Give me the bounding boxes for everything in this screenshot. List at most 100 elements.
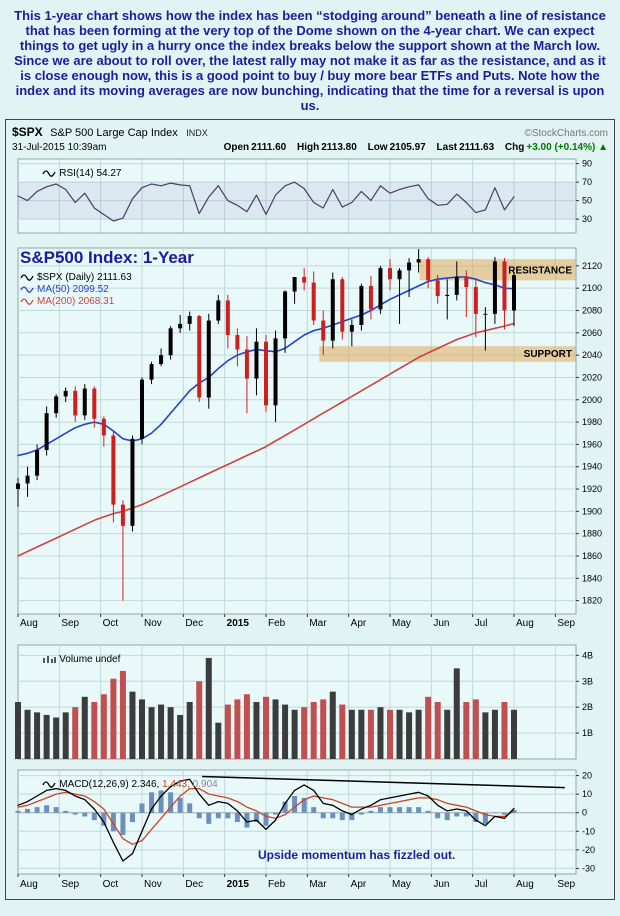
quote-last-value: 2111.63	[459, 142, 495, 153]
svg-text:1920: 1920	[582, 484, 602, 494]
svg-text:-10: -10	[582, 826, 595, 836]
rsi-legend-label: RSI(14) 54.27	[59, 168, 122, 179]
svg-text:Nov: Nov	[144, 618, 162, 629]
svg-text:Sep: Sep	[61, 879, 79, 890]
svg-text:May: May	[392, 879, 411, 890]
series-line-icon	[42, 170, 56, 178]
series-line-icon	[20, 274, 34, 282]
copyright-label: ©StockCharts.com	[524, 128, 608, 139]
volume-legend: Volume undef	[20, 643, 120, 676]
volume-chart: 4B 3B 2B 1B	[15, 644, 593, 760]
series-line-icon	[20, 298, 34, 306]
svg-text:Jul: Jul	[475, 879, 488, 890]
quote-last: Last 2111.63	[437, 142, 495, 153]
svg-text:-20: -20	[582, 845, 595, 855]
quote-low-label: Low	[367, 142, 388, 153]
svg-text:Feb: Feb	[268, 618, 286, 629]
quote-change: Chg +3.00 (+0.14%) ▲	[505, 142, 608, 153]
svg-text:2080: 2080	[582, 305, 602, 315]
svg-text:RESISTANCE: RESISTANCE	[508, 265, 572, 276]
macd-chart: 20 10 0 -10 -20 -30 Aug Sep Oct Nov Dec 2015 Feb Mar A…	[15, 769, 595, 890]
quote-high-label: High	[296, 142, 320, 153]
svg-text:2020: 2020	[582, 372, 602, 382]
svg-text:1840: 1840	[582, 573, 602, 583]
quote-change-value: +3.00 (+0.14%)	[526, 142, 596, 153]
svg-text:Mar: Mar	[309, 879, 327, 890]
header-row-1: $SPX S&P 500 Large Cap Index INDX ©Stock…	[12, 123, 608, 141]
rsi-legend: RSI(14) 54.27	[20, 157, 122, 190]
svg-text:1860: 1860	[582, 551, 602, 561]
svg-text:2000: 2000	[582, 395, 602, 405]
svg-text:30: 30	[582, 214, 592, 224]
svg-text:1900: 1900	[582, 506, 602, 516]
svg-text:2B: 2B	[582, 702, 593, 712]
svg-text:1960: 1960	[582, 439, 602, 449]
legend-ma200-label: MA(200) 2068.31	[37, 296, 115, 307]
svg-text:Dec: Dec	[185, 618, 203, 629]
svg-text:1980: 1980	[582, 417, 602, 427]
svg-text:Sep: Sep	[557, 879, 575, 890]
svg-text:90: 90	[582, 159, 592, 169]
legend-spx: $SPX (Daily) 2111.63	[20, 272, 132, 284]
commentary-text: This 1-year chart shows how the index ha…	[14, 8, 606, 113]
svg-text:Jul: Jul	[475, 618, 488, 629]
svg-text:Oct: Oct	[103, 618, 119, 629]
symbol-group: $SPX S&P 500 Large Cap Index INDX	[12, 123, 208, 141]
volume-legend-label: Volume undef	[59, 654, 121, 665]
svg-text:Apr: Apr	[351, 618, 367, 629]
svg-text:2015: 2015	[227, 879, 250, 890]
series-line-icon	[20, 286, 34, 294]
legend-ma50-label: MA(50) 2099.52	[37, 284, 109, 295]
stockchart-frame: $SPX S&P 500 Large Cap Index INDX ©Stock…	[5, 119, 615, 900]
quote-last-label: Last	[436, 142, 458, 153]
svg-text:2120: 2120	[582, 261, 602, 271]
svg-text:2040: 2040	[582, 350, 602, 360]
price-chart: 2120 2100 2080 2060 2040 2020 2000 1980 1960 1940…	[16, 247, 602, 629]
macd-panel: 20 10 0 -10 -20 -30 Aug Sep Oct Nov Dec 2015 Feb Mar A…	[6, 766, 614, 896]
series-line-icon	[42, 781, 56, 789]
svg-text:50: 50	[582, 196, 592, 206]
legend-ma50: MA(50) 2099.52	[20, 284, 132, 296]
macd-legend-part-1: MACD(12,26,9) 2.346,	[59, 779, 160, 790]
header-row-2: 31-Jul-2015 10:39am Open 2111.60 High 2113…	[12, 142, 608, 153]
chart-datetime: 31-Jul-2015 10:39am	[12, 142, 107, 153]
svg-text:0: 0	[582, 808, 587, 818]
price-panel: 2120 2100 2080 2060 2040 2020 2000 1980 1960 1940…	[6, 244, 614, 640]
svg-text:2060: 2060	[582, 328, 602, 338]
up-arrow-icon: ▲	[598, 142, 608, 153]
price-legend: $SPX (Daily) 2111.63 MA(50) 2099.52 MA(2…	[20, 272, 132, 308]
svg-text:SUPPORT: SUPPORT	[524, 349, 572, 360]
quote-change-label: Chg	[504, 142, 525, 153]
svg-text:1880: 1880	[582, 529, 602, 539]
svg-text:May: May	[392, 618, 411, 629]
svg-text:Aug: Aug	[516, 618, 534, 629]
svg-text:Dec: Dec	[185, 879, 203, 890]
macd-legend: MACD(12,26,9) 2.346, 1.443, 0.904	[20, 768, 218, 801]
ticker-symbol: $SPX	[12, 125, 43, 139]
volume-panel: 4B 3B 2B 1B Volume undef	[6, 641, 614, 765]
exchange-label: INDX	[186, 128, 208, 138]
svg-text:4B: 4B	[582, 650, 593, 660]
svg-text:Oct: Oct	[103, 879, 119, 890]
svg-text:70: 70	[582, 177, 592, 187]
svg-text:Jun: Jun	[433, 618, 449, 629]
chart-title: S&P500 Index: 1-Year	[20, 248, 194, 267]
series-bars-icon	[43, 656, 56, 664]
chart-header: $SPX S&P 500 Large Cap Index INDX ©Stock…	[6, 120, 614, 154]
svg-text:Mar: Mar	[309, 618, 327, 629]
quote-open-value: 2111.60	[251, 142, 287, 153]
svg-text:20: 20	[582, 771, 592, 781]
quote-open: Open 2111.60	[224, 142, 287, 153]
svg-text:2100: 2100	[582, 283, 602, 293]
quote-low-value: 2105.97	[389, 142, 426, 153]
rsi-panel: 90 70 50 30 RSI(14) 54.27	[6, 155, 614, 243]
macd-legend-part-3: 0.904	[189, 779, 218, 790]
quote-strip: Open 2111.60 High 2113.80 Low 2105.97 Last 2…	[216, 142, 608, 153]
quote-high-value: 2113.80	[321, 142, 357, 153]
svg-text:Sep: Sep	[557, 618, 575, 629]
macd-legend-part-2: 1.443,	[159, 779, 190, 790]
svg-text:Aug: Aug	[20, 879, 38, 890]
legend-spx-label: $SPX (Daily) 2111.63	[37, 272, 132, 283]
svg-text:1940: 1940	[582, 462, 602, 472]
